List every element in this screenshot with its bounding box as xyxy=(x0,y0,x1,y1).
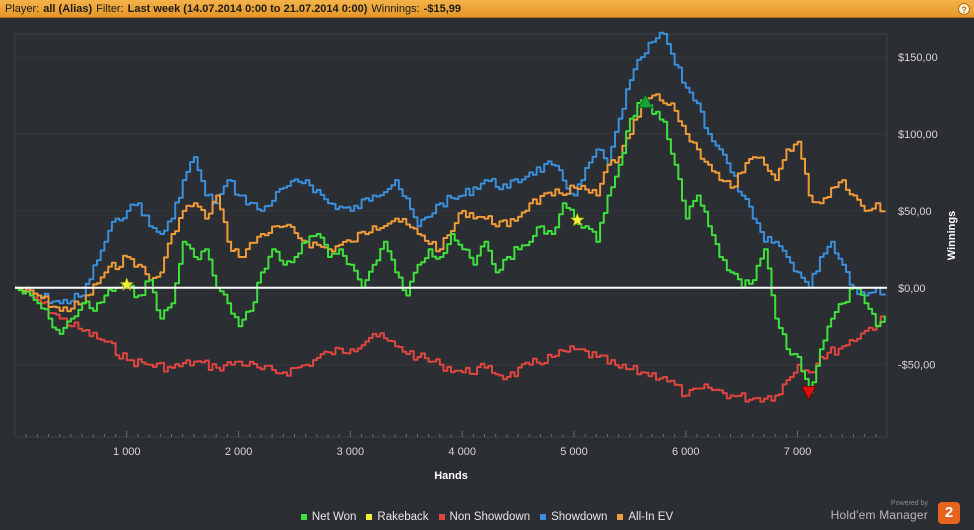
y-tick-label: $150,00 xyxy=(898,52,938,64)
legend-item-non-showdown[interactable]: Non Showdown xyxy=(438,511,531,523)
y-tick-label: $50,00 xyxy=(898,206,932,218)
winnings-value: -$15,99 xyxy=(423,2,461,15)
legend-item-showdown[interactable]: Showdown xyxy=(540,511,607,523)
help-icon[interactable]: ? xyxy=(958,3,970,15)
legend-swatch xyxy=(617,514,624,520)
legend-item-net-won[interactable]: Net Won xyxy=(300,511,357,523)
player-value: all (Alias) xyxy=(43,2,93,15)
legend-label: Showdown xyxy=(551,511,608,523)
x-tick-label: 5 000 xyxy=(560,446,588,458)
y-tick-label: $0,00 xyxy=(898,283,926,295)
filter-label: Filter: xyxy=(96,2,124,15)
legend-item-rakeback[interactable]: Rakeback xyxy=(366,511,429,523)
player-label: Player: xyxy=(5,2,40,15)
legend-swatch xyxy=(438,514,445,520)
holdem-manager-branding: Powered by Hold'em Manager 2 xyxy=(826,500,966,526)
chart-header-bar: Player: all (Alias) Filter: Last week (1… xyxy=(0,0,974,18)
brand-logo-icon: 2 xyxy=(938,502,960,524)
rakeback-star-marker xyxy=(569,212,585,227)
legend-label: Net Won xyxy=(311,511,357,523)
y-tick-label: $100,00 xyxy=(898,129,938,141)
legend-swatch xyxy=(300,514,307,520)
series-line-showdown xyxy=(15,31,886,305)
powered-by-text: Powered by xyxy=(891,500,928,507)
legend-swatch xyxy=(366,514,373,520)
legend-item-all-in-ev[interactable]: All-In EV xyxy=(617,511,673,523)
filter-value: Last week (14.07.2014 0:00 to 21.07.2014… xyxy=(127,2,368,15)
y-tick-label: -$50,00 xyxy=(898,360,935,372)
y-axis-title: Winnings xyxy=(946,211,958,260)
chart-legend: Net Won Rakeback Non Showdown Showdown All-I… xyxy=(0,508,974,526)
x-tick-label: 3 000 xyxy=(337,446,365,458)
brand-name: Hold'em Manager xyxy=(830,508,928,522)
series-line-net-won xyxy=(15,99,886,394)
legend-swatch xyxy=(540,514,547,520)
x-tick-label: 4 000 xyxy=(448,446,476,458)
legend-label: Non Showdown xyxy=(449,511,531,523)
x-axis-title: Hands xyxy=(434,470,468,482)
legend-label: All-In EV xyxy=(628,511,674,523)
max-triangle-marker xyxy=(637,93,654,109)
x-tick-label: 7 000 xyxy=(784,446,812,458)
x-tick-label: 2 000 xyxy=(225,446,253,458)
x-tick-label: 6 000 xyxy=(672,446,700,458)
x-tick-label: 1 000 xyxy=(113,446,141,458)
series-line-all-in-ev xyxy=(15,93,886,313)
legend-label: Rakeback xyxy=(377,511,429,523)
rakeback-star-marker xyxy=(119,276,135,292)
winnings-label: Winnings: xyxy=(371,2,420,15)
min-triangle-marker xyxy=(801,385,817,401)
series-line-non-showdown xyxy=(15,286,886,403)
